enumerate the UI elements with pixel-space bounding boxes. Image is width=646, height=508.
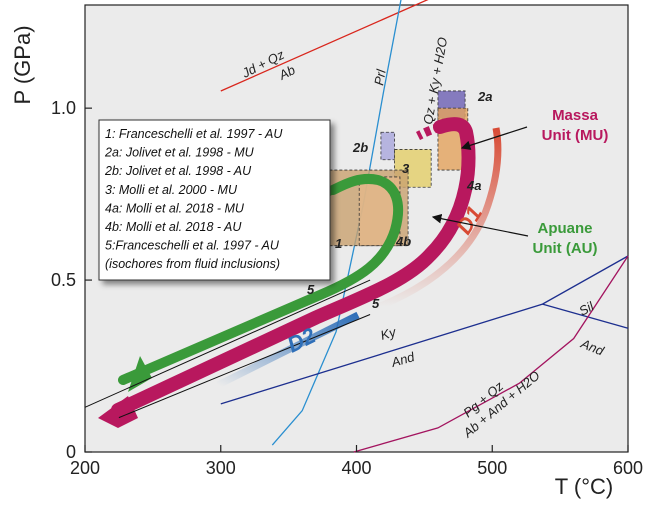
box-label-4a: 4a (466, 178, 481, 193)
legend-entry: 4b: Molli et al. 2018 - AU (105, 220, 242, 234)
x-tick-label: 300 (206, 458, 236, 478)
box-label-2b: 2b (352, 140, 368, 155)
apuane-unit-path (118, 174, 404, 385)
d1-path (376, 127, 502, 311)
reaction-line (353, 255, 629, 453)
reaction-line (542, 303, 629, 329)
legend-entry: 4a: Molli et al. 2018 - MU (105, 201, 245, 215)
legend-entry: 1: Franceschelli et al. 1997 - AU (105, 127, 283, 141)
massa-unit-path (111, 117, 476, 417)
massa-unit-label-line1: Massa (552, 107, 599, 124)
reaction-line (220, 0, 429, 92)
reaction-line (271, 0, 402, 446)
box-label-1: 1 (335, 236, 342, 251)
reaction-lines (220, 0, 629, 453)
reaction-label: Ky (379, 324, 399, 343)
legend-entry: 5:Franceschelli et al. 1997 - AU (105, 239, 280, 253)
data-box-2b (380, 131, 395, 161)
x-tick-label: 400 (341, 458, 371, 478)
y-tick-label: 1.0 (51, 98, 76, 118)
isochore-label: 5 (307, 282, 315, 297)
x-tick-label: 600 (613, 458, 643, 478)
x-axis-label: T (°C) (555, 474, 614, 499)
massa-unit-arrowhead (98, 396, 138, 428)
reaction-label: Prl (371, 67, 389, 86)
massa-unit-label-line2: Unit (MU) (542, 127, 609, 144)
massa-unit-pointer (460, 126, 528, 150)
isochore-line (84, 279, 371, 408)
box-label-4b: 4b (395, 234, 411, 249)
apuane-unit-label-line2: Unit (AU) (533, 240, 598, 257)
box-label-2a: 2a (477, 89, 492, 104)
legend-box (98, 119, 331, 281)
reaction-label: And (389, 349, 417, 370)
legend-entry: (isochores from fluid inclusions) (105, 257, 280, 271)
legend: 1: Franceschelli et al. 1997 - AU 2a: Jol… (98, 119, 331, 281)
isochore-lines (84, 279, 371, 419)
massa-unit-path-dashed (415, 122, 442, 141)
reaction-label: Ab (276, 62, 298, 83)
apuane-unit-label-line1: Apuane (537, 220, 592, 237)
x-tick-label: 200 (70, 458, 100, 478)
legend-entry: 2a: Jolivet et al. 1998 - MU (104, 146, 255, 160)
isochore-line (118, 314, 371, 419)
x-tick-label: 500 (477, 458, 507, 478)
legend-entry: 3: Molli et al. 2000 - MU (105, 183, 238, 197)
isochore-label: 5 (372, 296, 380, 311)
pt-paths (98, 117, 502, 428)
apuane-unit-pointer (431, 213, 529, 237)
legend-entry: 2b: Jolivet et al. 1998 - AU (104, 164, 252, 178)
y-axis-label: P (GPa) (10, 25, 35, 104)
y-tick-label: 0.5 (51, 270, 76, 290)
apuane-unit-arrowhead (128, 356, 152, 392)
d2-path (216, 311, 360, 389)
box-label-3: 3 (402, 161, 410, 176)
axis-ticks: 200 300 400 500 600 0 0.5 1.0 (51, 98, 643, 478)
y-tick-label: 0 (66, 442, 76, 462)
